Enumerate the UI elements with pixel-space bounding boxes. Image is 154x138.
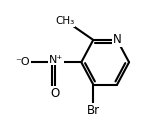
Text: ⁻O: ⁻O xyxy=(15,57,30,67)
Text: Br: Br xyxy=(87,104,100,117)
Text: N: N xyxy=(113,33,122,47)
Text: N⁺: N⁺ xyxy=(49,55,63,65)
Text: O: O xyxy=(50,87,60,100)
Text: CH₃: CH₃ xyxy=(55,16,74,26)
